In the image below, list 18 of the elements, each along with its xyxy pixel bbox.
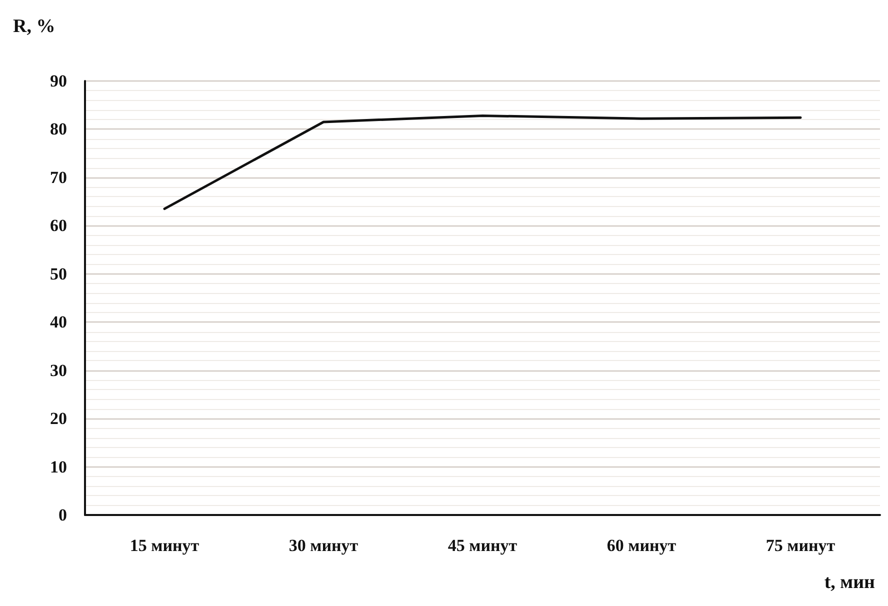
x-tick-label: 75 минут — [766, 536, 836, 555]
y-tick-label: 70 — [50, 168, 67, 187]
x-tick-label: 60 минут — [606, 536, 677, 555]
line-series — [163, 114, 802, 210]
y-tick-label: 20 — [50, 409, 67, 428]
y-tick-label: 10 — [50, 457, 67, 476]
y-tick-label: 60 — [50, 216, 67, 236]
y-tick-label: 50 — [50, 264, 67, 284]
y-tick-label: 30 — [50, 360, 67, 380]
x-tick-label: 15 минут — [130, 536, 200, 555]
y-tick-label: 0 — [58, 506, 67, 524]
x-tick-label: 30 минут — [288, 536, 359, 555]
y-tick-label: 80 — [50, 120, 67, 139]
x-axis-title: t, мин — [824, 572, 876, 593]
x-tick-label: 45 минут — [448, 536, 518, 555]
y-tick-label: 40 — [50, 312, 67, 332]
y-axis-title: R, % — [13, 16, 56, 37]
y-tick-label: 90 — [50, 72, 67, 90]
